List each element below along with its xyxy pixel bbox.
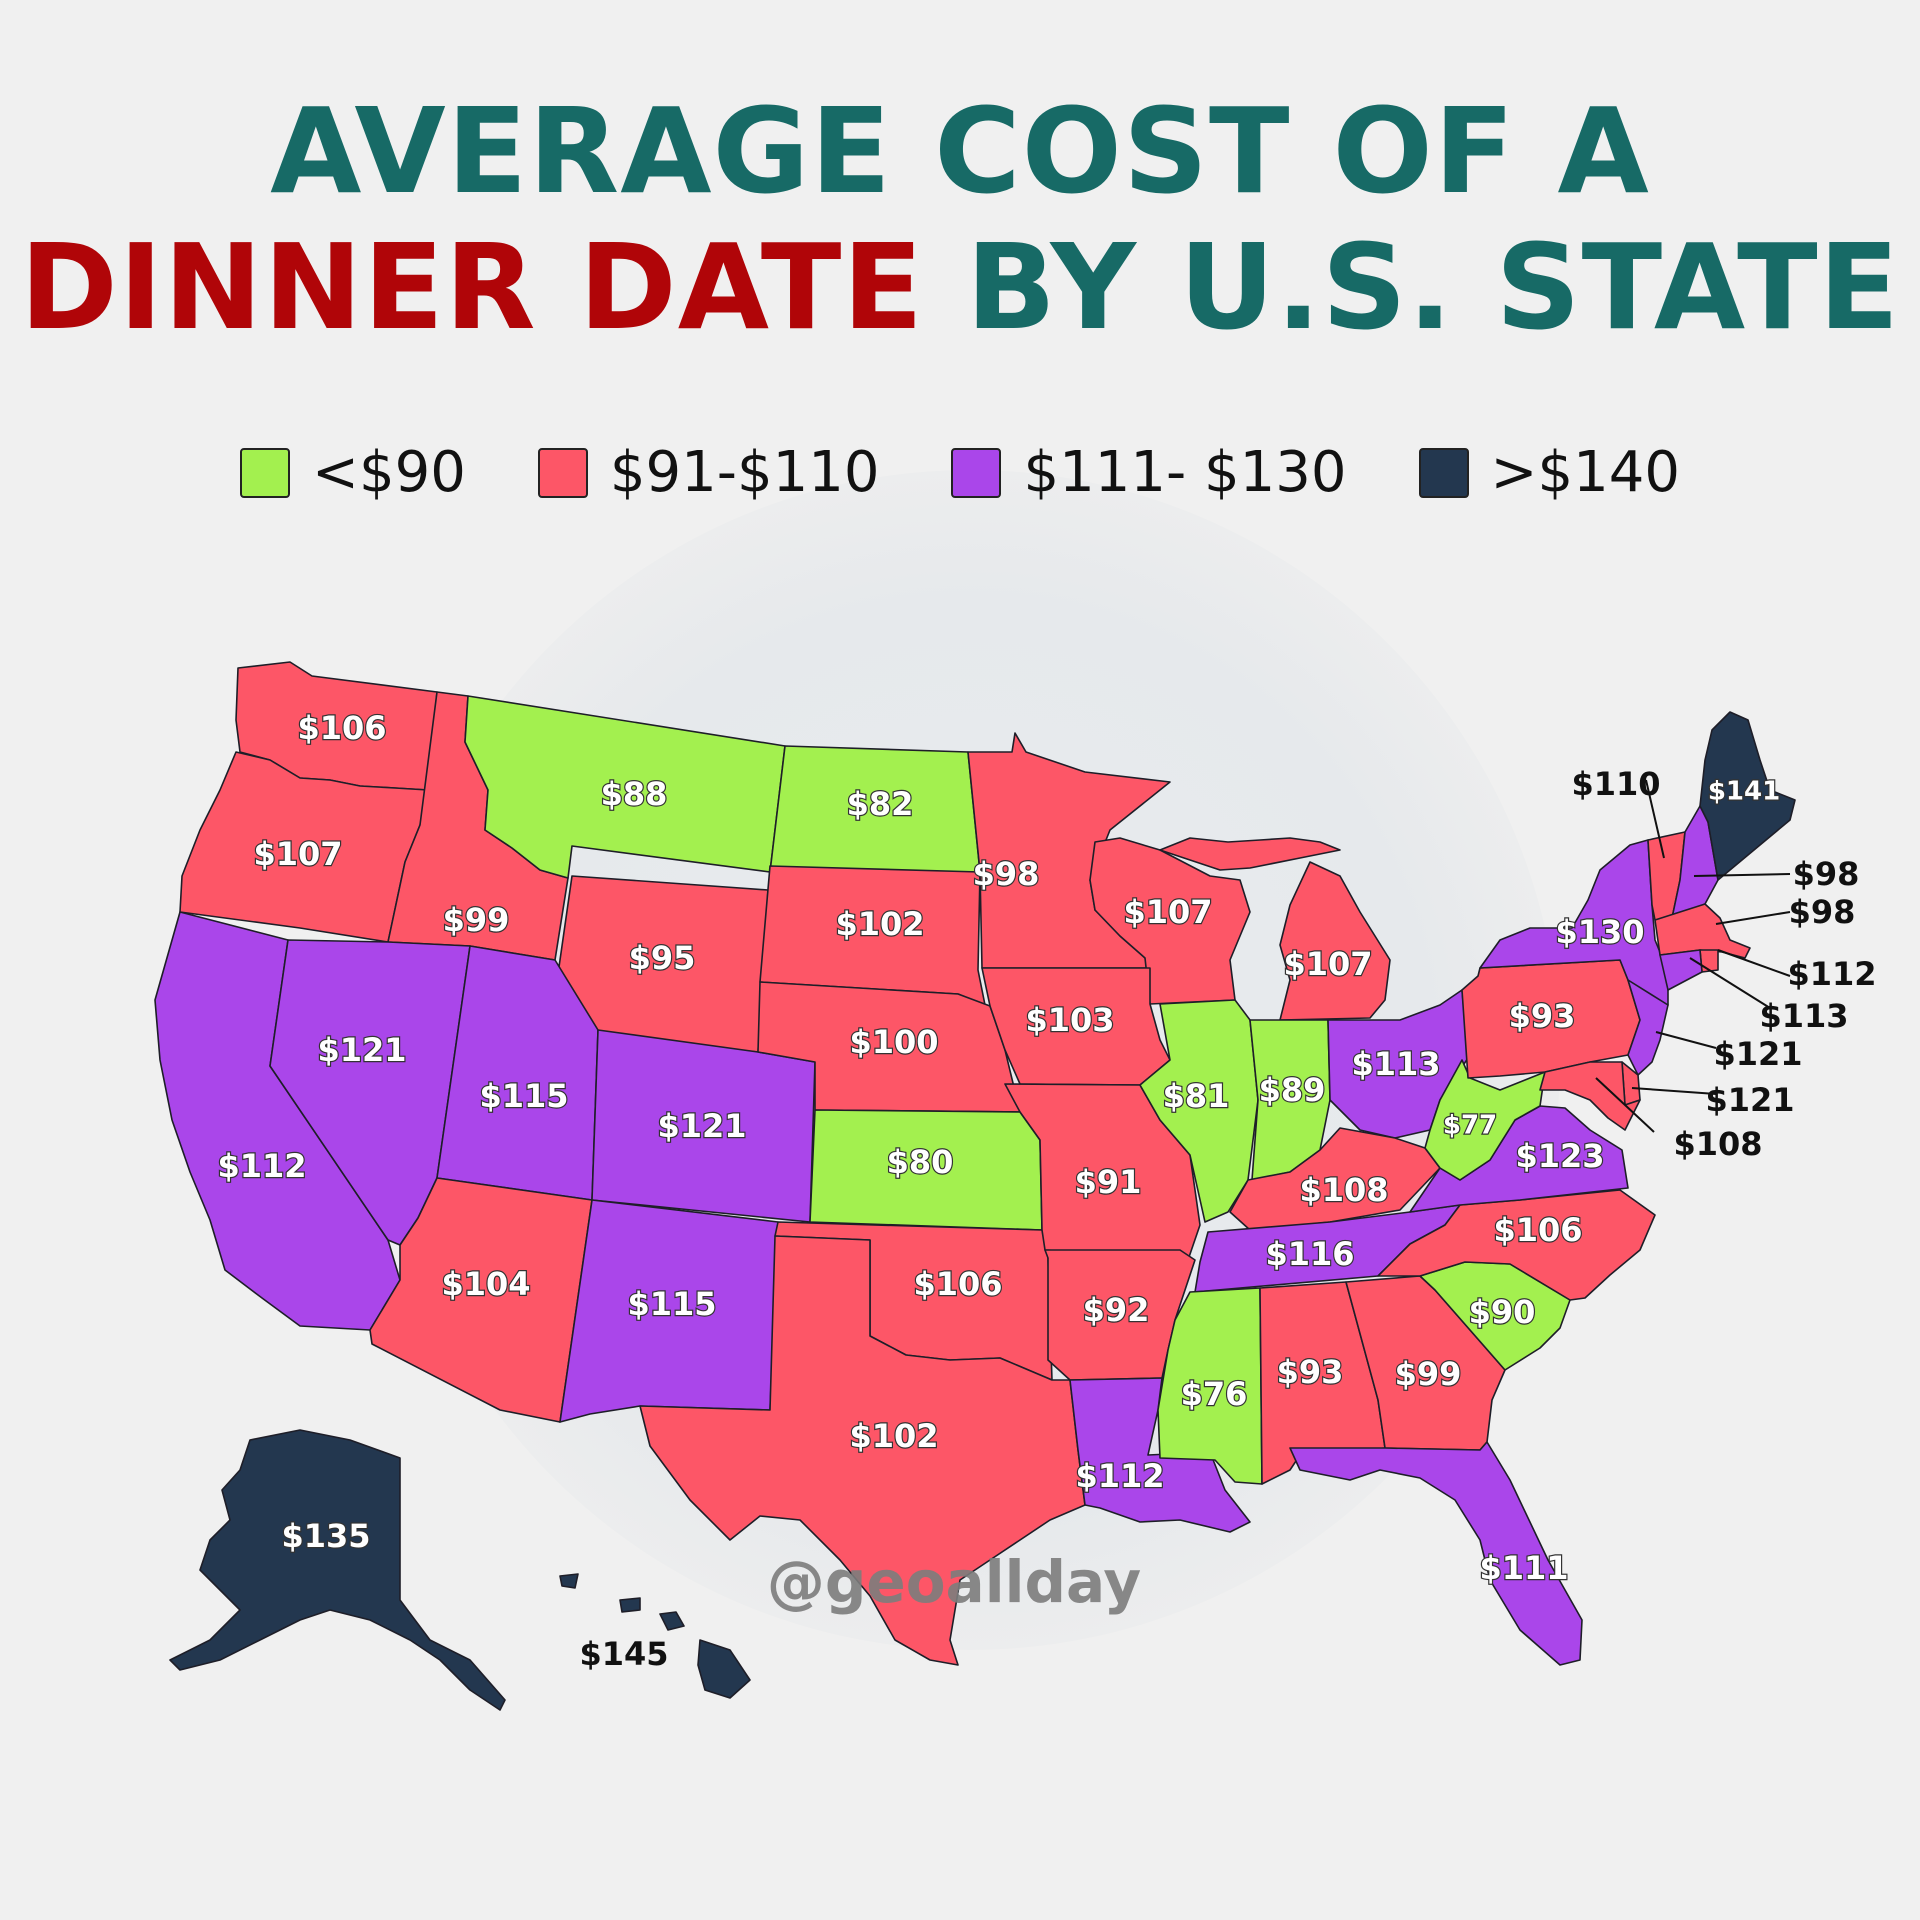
state-colorado <box>591 1029 816 1223</box>
leader-line <box>1631 1087 1717 1095</box>
label-rhode-island: $112 <box>1787 955 1876 993</box>
label-south-carolina: $90 <box>1469 1293 1536 1331</box>
legend: <$90 $91-$110 $111- $130 >$140 <box>0 440 1920 505</box>
state-labels: $106 $107 $112 $99 $121 $88 $95 $115 $10… <box>216 708 1781 1588</box>
leader-line <box>1645 779 1665 859</box>
legend-label: >$140 <box>1490 440 1680 505</box>
label-georgia: $99 <box>1395 1355 1462 1393</box>
label-washington: $106 <box>297 709 386 747</box>
state-alaska <box>169 1429 506 1711</box>
label-kentucky: $108 <box>1299 1171 1388 1209</box>
legend-swatch <box>240 447 291 498</box>
callout-labels: $110 $98 $98 $112 $113 $121 $121 $108 $1… <box>579 765 1876 1673</box>
legend-item: <$90 <box>240 440 466 505</box>
label-montana: $88 <box>601 775 668 813</box>
label-florida: $111 <box>1479 1549 1568 1587</box>
legend-label: $91-$110 <box>609 440 880 505</box>
label-maryland: $108 <box>1673 1125 1762 1163</box>
state-new-jersey <box>1627 979 1669 1076</box>
label-nevada: $121 <box>317 1031 406 1069</box>
label-missouri: $91 <box>1075 1163 1142 1201</box>
legend-item: $91-$110 <box>537 440 880 505</box>
leader-line <box>1715 911 1791 925</box>
state-north-carolina <box>1377 1189 1656 1301</box>
label-kansas: $80 <box>887 1143 954 1181</box>
label-pennsylvania: $93 <box>1509 997 1576 1035</box>
label-indiana: $89 <box>1259 1071 1326 1109</box>
label-new-mexico: $115 <box>627 1285 716 1323</box>
label-virginia: $123 <box>1515 1137 1604 1175</box>
label-delaware: $121 <box>1705 1081 1794 1119</box>
legend-item: $111- $130 <box>951 440 1347 505</box>
label-connecticut: $113 <box>1759 997 1848 1035</box>
title-accent: DINNER DATE <box>19 218 924 356</box>
label-new-york: $130 <box>1555 913 1644 951</box>
legend-item: >$140 <box>1418 440 1680 505</box>
label-alabama: $93 <box>1277 1353 1344 1391</box>
label-illinois: $81 <box>1163 1077 1230 1115</box>
state-hawaii <box>559 1573 751 1699</box>
label-michigan: $107 <box>1283 945 1372 983</box>
label-arizona: $104 <box>441 1265 530 1303</box>
state-west-virginia <box>1424 1059 1546 1181</box>
label-maine: $141 <box>1708 777 1780 807</box>
label-nebraska: $100 <box>849 1023 938 1061</box>
leader-line <box>1717 949 1791 977</box>
label-louisiana: $112 <box>1075 1457 1164 1495</box>
watermark: @geoallday <box>767 1548 1141 1616</box>
label-north-carolina: $106 <box>1493 1211 1582 1249</box>
title-line-2: DINNER DATE BY U.S. STATE <box>0 218 1920 356</box>
label-south-dakota: $102 <box>835 905 924 943</box>
state-illinois <box>1139 999 1259 1223</box>
leader-line <box>1689 957 1771 1009</box>
label-oklahoma: $106 <box>913 1265 1002 1303</box>
title-rest: BY U.S. STATE <box>923 218 1901 356</box>
label-north-dakota: $82 <box>847 785 914 823</box>
label-new-hampshire: $98 <box>1793 855 1860 893</box>
label-alaska: $135 <box>281 1517 370 1555</box>
label-wyoming: $95 <box>629 939 696 977</box>
legend-swatch <box>537 447 588 498</box>
label-california: $112 <box>217 1147 306 1185</box>
legend-label: <$90 <box>312 440 466 505</box>
label-tennessee: $116 <box>1265 1235 1354 1273</box>
state-maine <box>1699 711 1796 881</box>
label-arkansas: $92 <box>1083 1291 1150 1329</box>
label-vermont: $110 <box>1571 765 1660 803</box>
label-utah: $115 <box>479 1077 568 1115</box>
legend-swatch <box>1418 447 1469 498</box>
title-line-1: AVERAGE COST OF A <box>270 82 1650 220</box>
label-colorado: $121 <box>657 1107 746 1145</box>
label-massachusetts: $98 <box>1789 893 1856 931</box>
state-wisconsin <box>1089 837 1251 1005</box>
leader-line <box>1595 1077 1655 1133</box>
label-west-virginia: $77 <box>1443 1111 1497 1141</box>
leader-line <box>1655 1031 1717 1049</box>
label-idaho: $99 <box>443 901 510 939</box>
state-florida <box>1289 1441 1583 1666</box>
label-ohio: $113 <box>1351 1045 1440 1083</box>
state-texas <box>639 1235 1086 1666</box>
label-iowa: $103 <box>1025 1001 1114 1039</box>
legend-label: $111- $130 <box>1023 440 1347 505</box>
label-texas: $102 <box>849 1417 938 1455</box>
leader-line <box>1693 873 1791 877</box>
state-michigan <box>1159 837 1391 1021</box>
legend-swatch <box>951 447 1002 498</box>
state-maryland <box>1539 1061 1641 1131</box>
state-connecticut <box>1659 949 1703 991</box>
label-hawaii: $145 <box>579 1635 668 1673</box>
label-mississippi: $76 <box>1181 1375 1248 1413</box>
label-minnesota: $98 <box>973 855 1040 893</box>
label-new-jersey: $121 <box>1713 1035 1802 1073</box>
label-oregon: $107 <box>253 835 342 873</box>
label-wisconsin: $107 <box>1123 893 1212 931</box>
